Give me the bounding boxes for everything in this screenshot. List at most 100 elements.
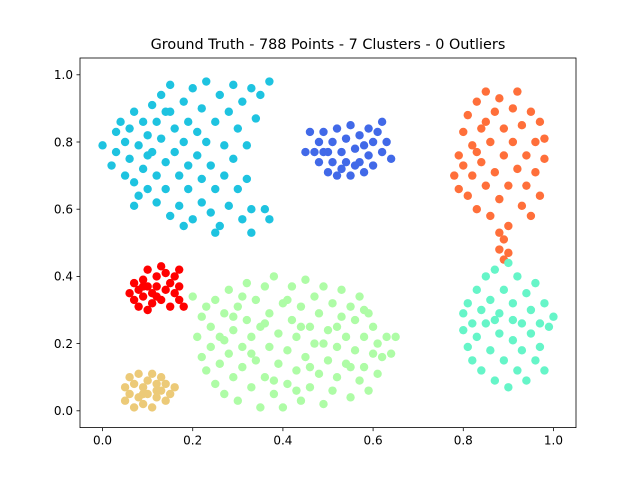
y-axis: 0.0 0.2 0.4 0.6 0.8 1.0 xyxy=(54,68,80,418)
plot-frame xyxy=(79,57,577,429)
data-point xyxy=(152,292,161,301)
data-point xyxy=(229,154,238,163)
data-point xyxy=(179,221,188,231)
data-point xyxy=(477,124,486,133)
data-point xyxy=(165,389,175,399)
data-point xyxy=(129,379,139,389)
data-point xyxy=(129,403,139,412)
data-point xyxy=(179,137,188,147)
data-point xyxy=(138,389,148,399)
data-point xyxy=(531,356,540,365)
data-point xyxy=(495,309,504,318)
data-point xyxy=(305,362,315,372)
data-point xyxy=(211,228,220,237)
data-point xyxy=(305,383,315,392)
data-point xyxy=(314,369,324,379)
x-tick-label: 0.2 xyxy=(183,434,202,448)
data-point xyxy=(513,164,522,174)
data-point xyxy=(129,278,139,288)
data-point xyxy=(247,228,256,237)
data-point xyxy=(472,332,481,342)
data-point xyxy=(296,322,306,331)
data-point xyxy=(377,117,387,127)
data-point xyxy=(486,295,495,305)
data-point xyxy=(296,302,306,311)
data-point xyxy=(332,373,342,382)
data-point xyxy=(229,373,238,382)
data-point xyxy=(156,134,166,143)
data-point xyxy=(165,80,175,90)
data-point xyxy=(535,342,545,352)
data-point xyxy=(220,141,229,150)
data-point xyxy=(517,319,527,328)
data-point xyxy=(175,265,184,274)
data-point xyxy=(161,268,170,278)
data-point xyxy=(197,174,206,184)
data-point xyxy=(242,174,252,184)
data-point xyxy=(256,90,265,100)
data-point xyxy=(197,198,206,207)
data-point xyxy=(184,117,193,127)
data-point xyxy=(337,285,346,295)
data-point xyxy=(328,157,337,167)
data-point xyxy=(544,322,554,331)
data-point xyxy=(238,342,247,352)
data-point xyxy=(134,141,143,150)
data-point xyxy=(170,272,179,281)
data-point xyxy=(125,124,134,133)
data-point xyxy=(296,396,306,405)
data-point xyxy=(247,332,256,342)
data-point xyxy=(359,168,369,177)
data-point xyxy=(179,97,188,106)
data-point xyxy=(540,154,549,163)
data-point xyxy=(463,191,472,200)
data-point xyxy=(143,305,152,315)
data-point xyxy=(540,134,549,143)
data-point xyxy=(477,366,486,375)
data-point xyxy=(206,322,215,331)
data-point xyxy=(359,362,369,372)
series-5 xyxy=(120,369,179,412)
data-point xyxy=(206,342,215,352)
data-point xyxy=(120,171,130,180)
data-point xyxy=(165,302,175,311)
data-point xyxy=(269,389,279,399)
data-point xyxy=(184,161,193,170)
data-point xyxy=(508,315,518,325)
data-point xyxy=(305,127,315,137)
data-point xyxy=(111,147,121,157)
data-point xyxy=(215,90,224,100)
data-point xyxy=(377,352,387,362)
data-point xyxy=(152,386,161,395)
data-point xyxy=(143,151,152,160)
data-point xyxy=(215,221,224,231)
data-point xyxy=(490,265,500,274)
data-point xyxy=(129,178,139,187)
data-point xyxy=(328,299,337,308)
data-point xyxy=(459,127,468,137)
data-point xyxy=(323,168,333,177)
data-point xyxy=(535,319,545,328)
data-point xyxy=(454,184,463,194)
data-point xyxy=(188,84,197,93)
data-point xyxy=(224,107,233,116)
data-point xyxy=(477,157,486,167)
data-point xyxy=(486,346,495,355)
data-point xyxy=(535,117,545,127)
data-point xyxy=(522,181,531,190)
data-point xyxy=(346,302,355,311)
data-point xyxy=(247,349,256,358)
data-point xyxy=(125,154,134,163)
data-point xyxy=(341,134,351,143)
data-point xyxy=(305,322,315,331)
data-point xyxy=(220,171,229,180)
x-axis: 0.0 0.2 0.4 0.6 0.8 1.0 xyxy=(93,427,563,448)
data-point xyxy=(287,315,297,325)
data-point xyxy=(377,147,387,157)
data-point xyxy=(337,147,346,157)
data-point xyxy=(495,245,504,254)
data-point xyxy=(495,94,504,103)
series-2 xyxy=(450,87,549,264)
data-point xyxy=(314,309,324,318)
data-point xyxy=(522,289,531,298)
